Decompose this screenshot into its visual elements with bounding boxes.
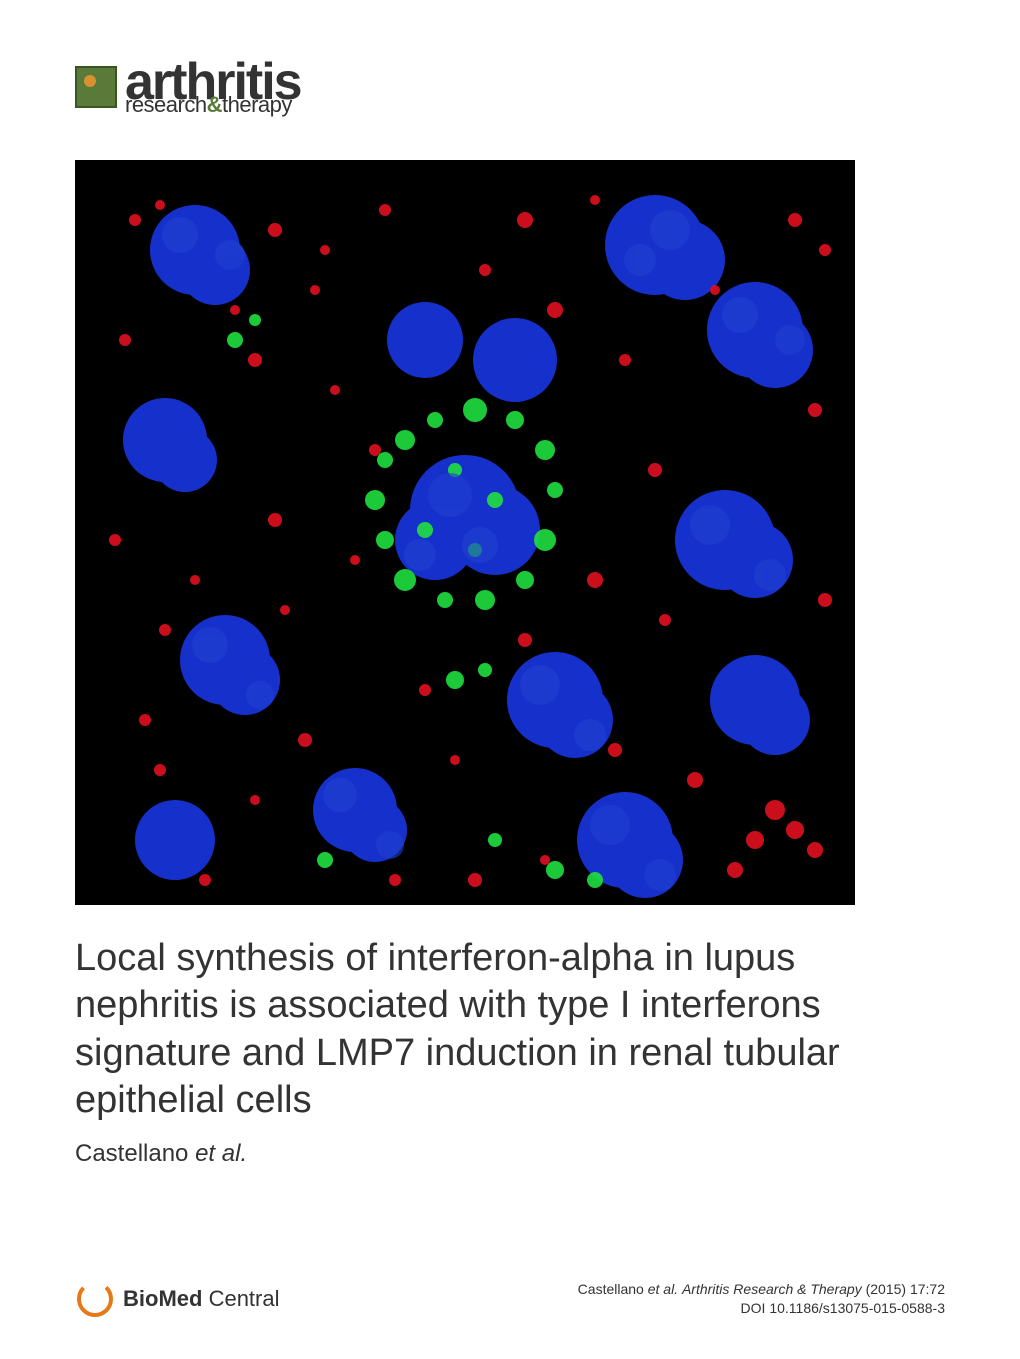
journal-logo-icon [75,66,117,108]
biomed-logo: BioMed Central [75,1279,280,1319]
author-name: Castellano [75,1140,188,1167]
citation-line-1: Castellano et al. Arthritis Research & T… [578,1280,945,1300]
logo-subtitle: research&therapy [125,96,301,115]
logo-sub-prefix: research [125,92,207,117]
logo-sub-suffix: therapy [222,92,292,117]
citation-journal: Arthritis Research & Therapy [682,1281,862,1297]
biomed-text: BioMed Central [123,1286,280,1312]
logo-sub-amp: & [207,92,222,117]
citation-etal: et al. [648,1281,678,1297]
microscopy-figure [75,160,855,905]
authors-line: Castellano et al. [75,1140,945,1168]
journal-logo-section: arthritis research&therapy [75,60,945,115]
page-container: arthritis research&therapy [0,0,1020,1359]
logo-icon-dot [84,75,96,87]
citation-author: Castellano [578,1281,644,1297]
citation-doi: DOI 10.1186/s13075-015-0588-3 [578,1299,945,1319]
fluorescence-svg [75,160,855,905]
citation-block: Castellano et al. Arthritis Research & T… [578,1280,945,1319]
biomed-normal: Central [202,1286,279,1311]
biomed-icon [75,1279,115,1319]
article-title: Local synthesis of interferon-alpha in l… [75,935,945,1125]
logo-text-group: arthritis research&therapy [125,60,301,115]
page-footer: BioMed Central Castellano et al. Arthrit… [75,1279,945,1319]
biomed-bold: BioMed [123,1286,202,1311]
arthritis-logo: arthritis research&therapy [75,60,301,115]
citation-year: (2015) 17:72 [866,1281,945,1297]
author-etal: et al. [195,1140,247,1167]
